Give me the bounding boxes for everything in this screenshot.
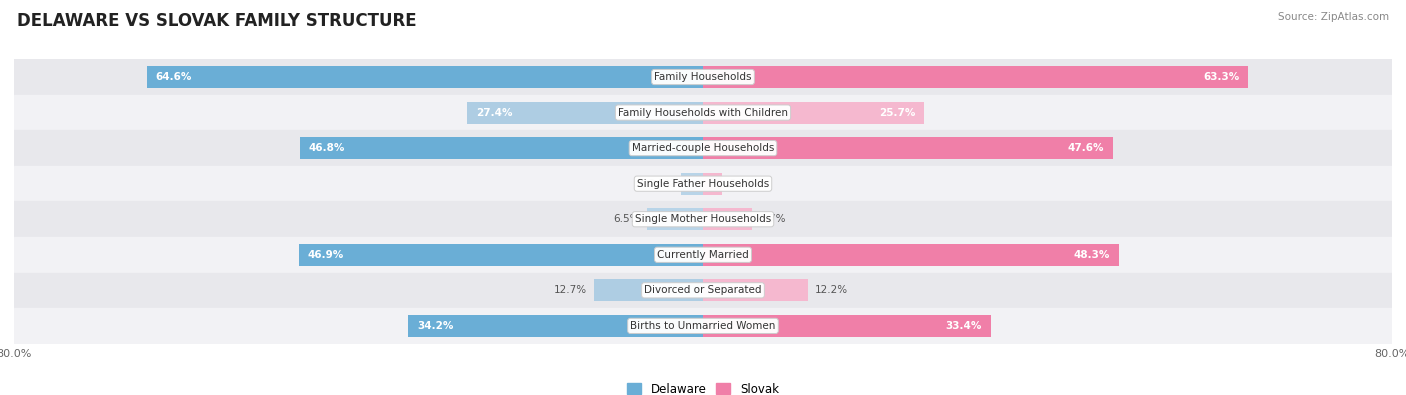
- Bar: [703, 208, 752, 230]
- Bar: [146, 66, 703, 88]
- Text: Single Father Households: Single Father Households: [637, 179, 769, 189]
- Bar: [14, 130, 1392, 166]
- Bar: [14, 201, 1392, 237]
- Bar: [593, 279, 703, 301]
- Text: Currently Married: Currently Married: [657, 250, 749, 260]
- Text: Family Households: Family Households: [654, 72, 752, 82]
- Text: 46.9%: 46.9%: [308, 250, 344, 260]
- Text: 48.3%: 48.3%: [1074, 250, 1111, 260]
- Bar: [409, 315, 703, 337]
- Text: DELAWARE VS SLOVAK FAMILY STRUCTURE: DELAWARE VS SLOVAK FAMILY STRUCTURE: [17, 12, 416, 30]
- Bar: [703, 279, 808, 301]
- Text: Family Households with Children: Family Households with Children: [619, 107, 787, 118]
- Text: 2.2%: 2.2%: [728, 179, 755, 189]
- Text: 6.5%: 6.5%: [613, 214, 640, 224]
- Bar: [14, 166, 1392, 201]
- Bar: [703, 173, 721, 195]
- Bar: [299, 137, 703, 159]
- Text: Births to Unmarried Women: Births to Unmarried Women: [630, 321, 776, 331]
- Bar: [647, 208, 703, 230]
- Bar: [703, 66, 1249, 88]
- Bar: [467, 102, 703, 124]
- Text: Single Mother Households: Single Mother Households: [636, 214, 770, 224]
- Bar: [14, 237, 1392, 273]
- Bar: [703, 315, 991, 337]
- Text: 46.8%: 46.8%: [308, 143, 344, 153]
- Bar: [299, 244, 703, 266]
- Bar: [14, 308, 1392, 344]
- Text: 25.7%: 25.7%: [879, 107, 915, 118]
- Bar: [703, 102, 924, 124]
- Text: 12.2%: 12.2%: [815, 285, 848, 295]
- Text: 2.5%: 2.5%: [648, 179, 675, 189]
- Text: Married-couple Households: Married-couple Households: [631, 143, 775, 153]
- Bar: [703, 137, 1114, 159]
- Text: 33.4%: 33.4%: [946, 321, 981, 331]
- Bar: [14, 95, 1392, 130]
- Bar: [703, 244, 1119, 266]
- Bar: [14, 273, 1392, 308]
- Text: 64.6%: 64.6%: [155, 72, 191, 82]
- Text: 12.7%: 12.7%: [554, 285, 586, 295]
- Text: 27.4%: 27.4%: [475, 107, 512, 118]
- Bar: [682, 173, 703, 195]
- Text: 34.2%: 34.2%: [418, 321, 454, 331]
- Text: 47.6%: 47.6%: [1067, 143, 1104, 153]
- Text: 63.3%: 63.3%: [1204, 72, 1240, 82]
- Text: Divorced or Separated: Divorced or Separated: [644, 285, 762, 295]
- Text: Source: ZipAtlas.com: Source: ZipAtlas.com: [1278, 12, 1389, 22]
- Legend: Delaware, Slovak: Delaware, Slovak: [623, 378, 783, 395]
- Text: 5.7%: 5.7%: [759, 214, 786, 224]
- Bar: [14, 59, 1392, 95]
